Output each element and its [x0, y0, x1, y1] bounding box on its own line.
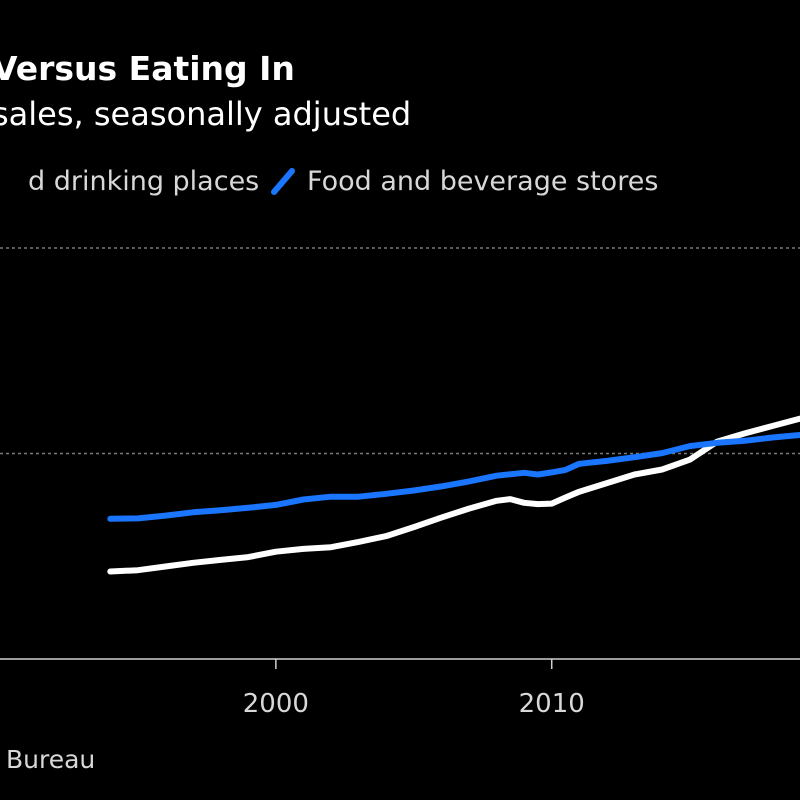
legend: d drinking places Food and beverage stor… — [28, 166, 658, 197]
chart-subtitle: sales, seasonally adjusted — [0, 95, 411, 133]
legend-label-food-stores: Food and beverage stores — [307, 166, 658, 197]
x-tick-label: 2000 — [243, 689, 309, 719]
series-lines — [107, 415, 800, 575]
source-note: Bureau — [6, 745, 95, 774]
x-tick-label: 2010 — [519, 689, 585, 719]
x-axis-ticks: 2000 2010 — [243, 659, 585, 719]
legend-swatch-food-stores — [271, 168, 295, 195]
series-line-food-stores — [107, 432, 800, 522]
gridlines — [0, 247, 800, 455]
series-line-restaurants — [107, 415, 800, 575]
chart-title: Versus Eating In — [0, 49, 295, 88]
legend-label-restaurants: d drinking places — [28, 166, 259, 197]
